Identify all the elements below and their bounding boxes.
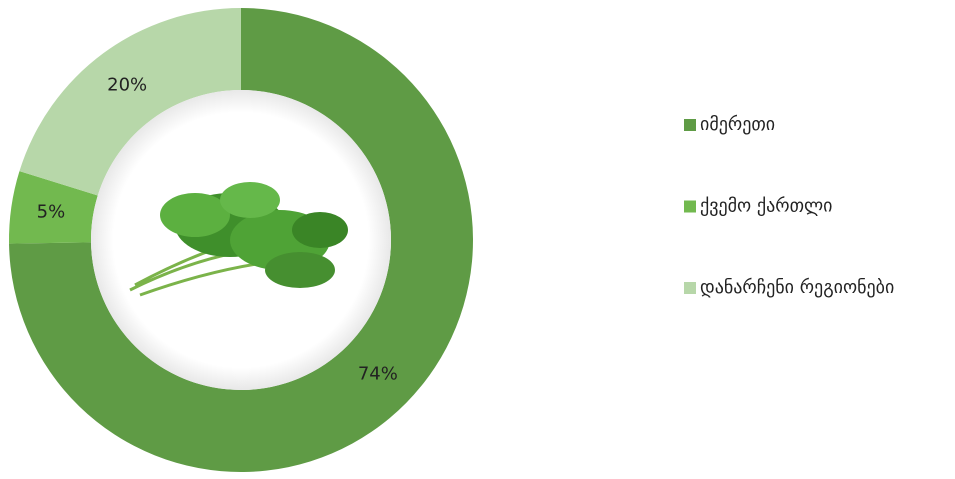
legend-label: დანარჩენი რეგიონები — [700, 277, 894, 298]
legend-swatch — [684, 200, 696, 213]
donut-slice — [19, 8, 242, 196]
legend-swatch — [684, 282, 696, 294]
donut — [8, 8, 473, 472]
data-label: 20% — [107, 74, 147, 95]
legend-swatch — [684, 119, 696, 131]
legend-label: იმერეთი — [700, 114, 775, 135]
donut-slice — [8, 171, 98, 244]
data-label: 5% — [37, 202, 66, 223]
data-label: 74% — [358, 364, 398, 385]
parsley-image — [129, 182, 348, 297]
donut-slice — [9, 8, 473, 472]
legend-label: ქვემო ქართლი — [700, 196, 832, 217]
